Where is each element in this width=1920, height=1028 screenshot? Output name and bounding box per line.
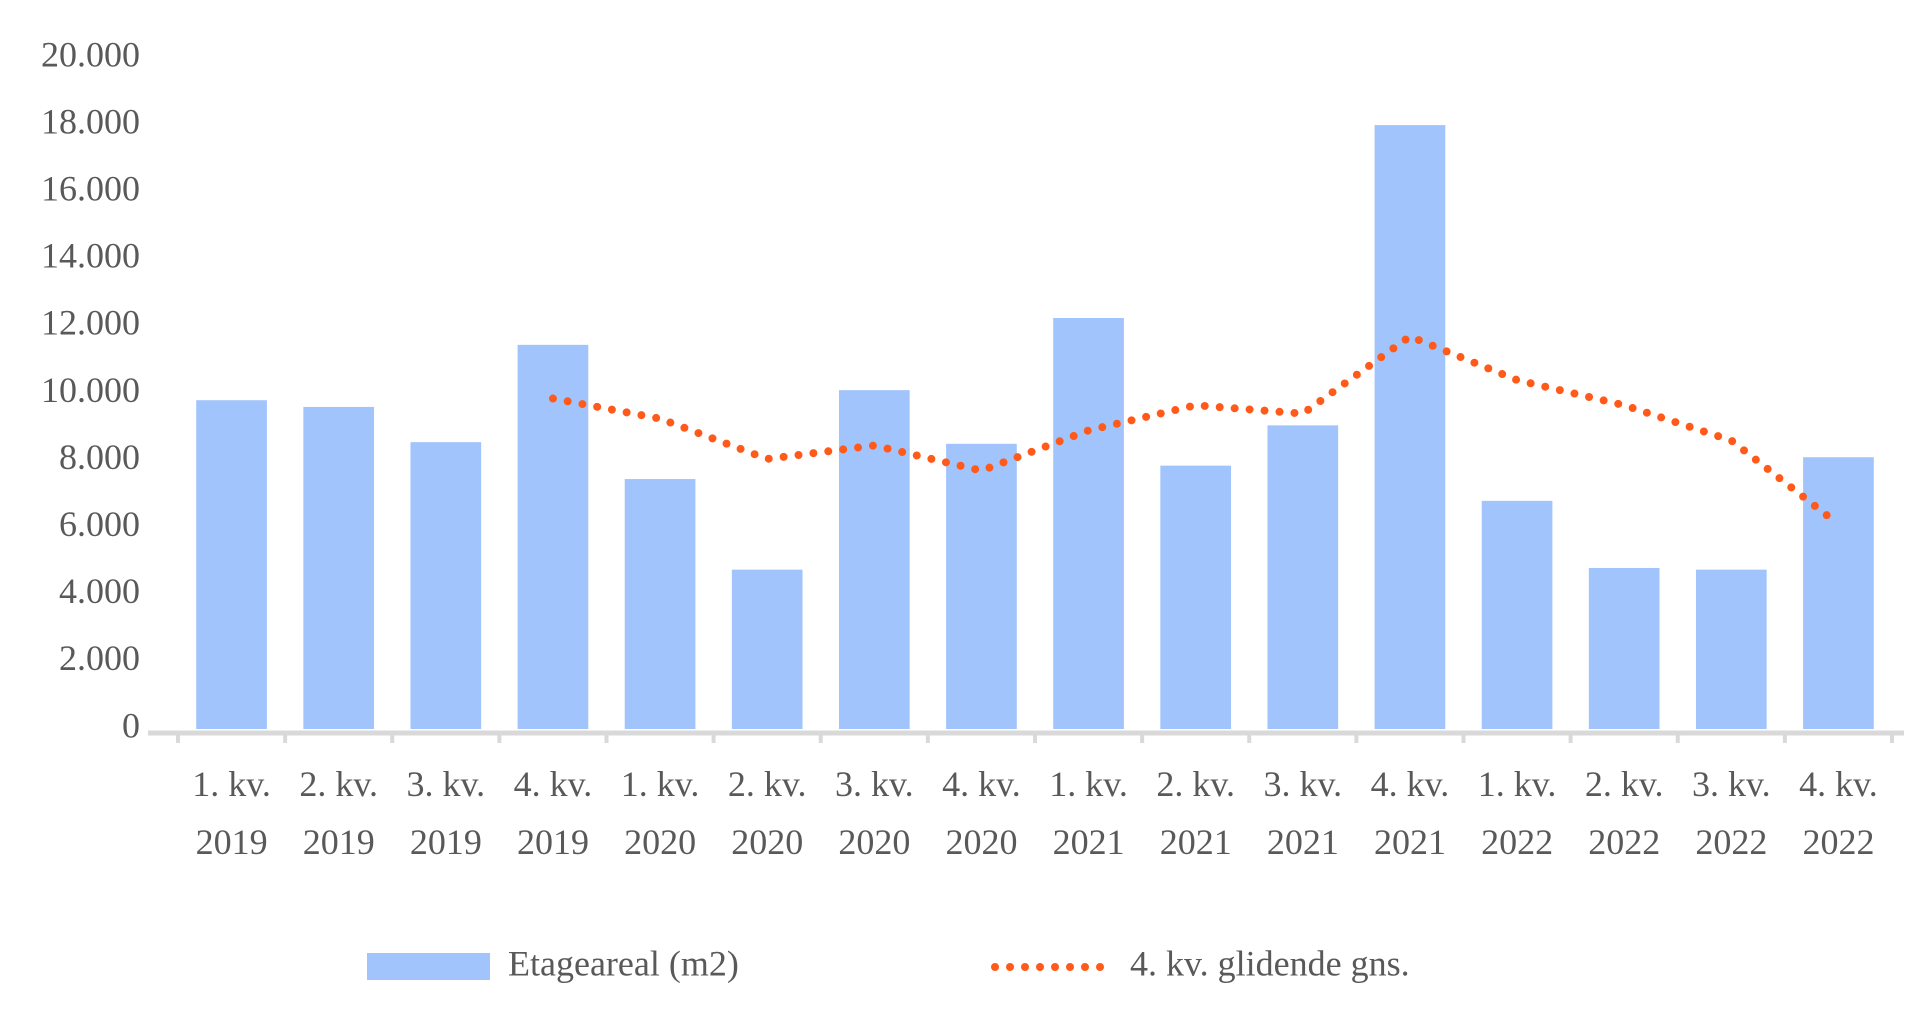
- y-tick-label: 8.000: [59, 437, 140, 477]
- x-tick-label: 2. kv. 2019: [299, 764, 379, 862]
- y-tick-label: 0: [122, 705, 140, 745]
- x-tick-label: 1. kv. 2019: [192, 764, 271, 862]
- legend-label: Etageareal (m2): [508, 943, 739, 983]
- legend-swatch: [367, 953, 490, 980]
- x-tick-label: 1. kv. 2021: [1049, 764, 1128, 862]
- x-tick-label: 3. kv. 2020: [834, 764, 914, 862]
- bar: [838, 390, 910, 729]
- bar: [1695, 569, 1767, 729]
- x-tick-label: 3. kv. 2021: [1263, 764, 1343, 862]
- y-tick-label: 2.000: [59, 638, 140, 678]
- y-tick-label: 4.000: [59, 571, 140, 611]
- bar: [517, 344, 589, 729]
- x-tick-label: 1. kv. 2022: [1477, 764, 1557, 862]
- x-tick-label: 4. kv. 2020: [942, 764, 1021, 862]
- x-tick-label: 1. kv. 2020: [620, 764, 700, 862]
- bar: [1267, 425, 1339, 729]
- x-tick-label: 3. kv. 2022: [1691, 764, 1771, 862]
- x-tick-label: 2. kv. 2022: [1584, 764, 1664, 862]
- bar: [1588, 567, 1660, 729]
- x-tick-label: 2. kv. 2021: [1156, 764, 1236, 862]
- bar: [1803, 457, 1874, 729]
- bar: [731, 569, 803, 729]
- y-tick-label: 20.000: [41, 34, 140, 74]
- y-tick-label: 14.000: [41, 236, 140, 276]
- bar: [1374, 125, 1446, 730]
- bar: [624, 479, 696, 729]
- x-tick-label: 3. kv. 2019: [406, 764, 486, 862]
- bar: [1481, 500, 1553, 729]
- bar: [410, 442, 482, 729]
- moving-average-line: [548, 332, 1843, 529]
- y-tick-label: 18.000: [41, 101, 140, 141]
- bar: [946, 443, 1017, 729]
- y-tick-label: 6.000: [59, 504, 140, 544]
- x-tick-label: 2. kv. 2020: [727, 764, 807, 862]
- x-tick-label: 4. kv. 2022: [1799, 764, 1878, 862]
- bar: [1160, 465, 1232, 729]
- y-tick-label: 10.000: [41, 370, 140, 410]
- y-tick-label: 12.000: [41, 303, 140, 343]
- bar: [1053, 318, 1124, 729]
- bar: [303, 406, 375, 729]
- legend-label: 4. kv. glidende gns.: [1130, 943, 1410, 983]
- x-tick-label: 4. kv. 2019: [513, 764, 593, 862]
- x-tick-label: 4. kv. 2021: [1370, 764, 1450, 862]
- bar: [196, 400, 267, 729]
- y-tick-label: 16.000: [41, 168, 140, 208]
